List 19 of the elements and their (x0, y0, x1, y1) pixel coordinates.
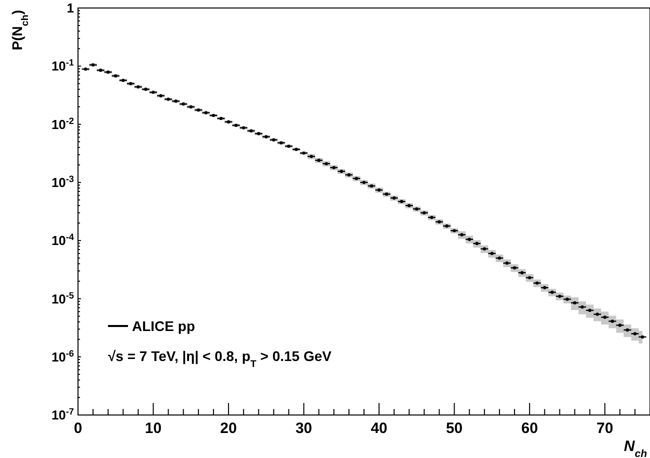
x-tick-label: 30 (295, 420, 312, 437)
y-tick-label: 10$^{-4}$ (51, 232, 75, 248)
x-tick-label: 70 (596, 420, 614, 437)
y-tick-label: 10$^{-6}$ (51, 348, 74, 364)
y-tick-label: 10$^{-3}$ (51, 174, 74, 190)
x-tick-label: 60 (521, 420, 538, 437)
y-tick-label: 10$^{-1}$ (51, 58, 74, 74)
y-tick-label: 10$^{-7}$ (51, 406, 74, 423)
y-tick-label: 10$^{-2}$ (51, 116, 74, 132)
x-tick-label: 50 (446, 420, 463, 437)
x-tick-label: 40 (370, 420, 388, 437)
x-tick-label: 20 (220, 420, 237, 437)
legend-label: ALICE pp (132, 318, 195, 334)
x-tick-label: 10 (144, 420, 162, 437)
y-tick-label: 10$^{-5}$ (51, 290, 74, 306)
x-tick-label: 0 (74, 420, 82, 437)
y-tick-label: 1 (66, 0, 74, 16)
x-axis-title: N$_{ch}$ (624, 438, 647, 458)
annotation: √s = 7 TeV, |η| < 0.8, p$_{T}$ > 0.15 GeV (108, 348, 332, 370)
